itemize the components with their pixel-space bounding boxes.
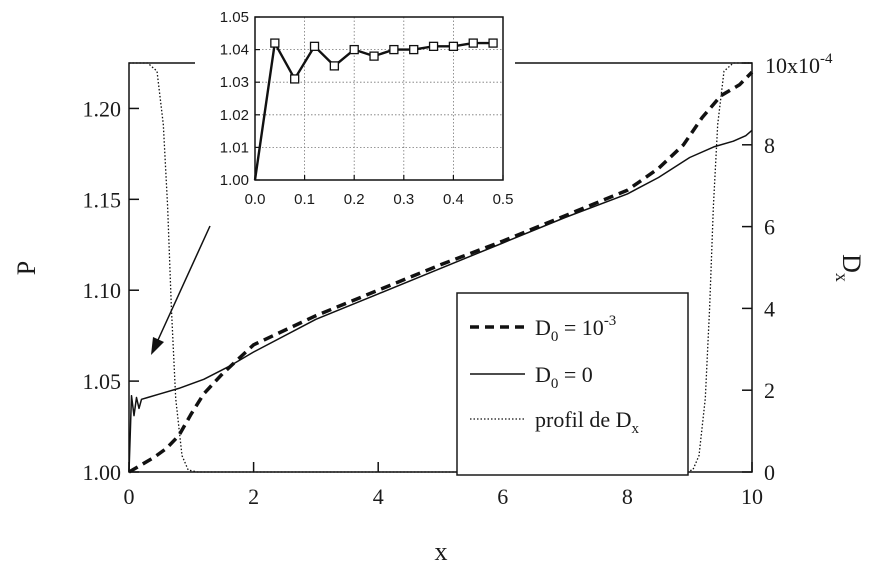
legend-box [456, 292, 689, 476]
y2-tick-top-base: 10x10 [765, 53, 820, 78]
inset-marker [329, 61, 340, 71]
y2-tick-top-exp: -4 [820, 51, 833, 67]
y2-axis-title-main: D [837, 254, 866, 273]
inset-marker [309, 41, 320, 51]
inset-x-tick-label: 0.3 [393, 191, 414, 208]
legend: D0 = 10-3 D0 = 0 profil de Dx [456, 292, 689, 476]
y-tick-label: 1.05 [83, 369, 122, 394]
x-axis-title: x [435, 537, 448, 566]
y2-tick-label: 8 [764, 133, 775, 158]
inset-marker [270, 38, 280, 48]
legend-label-solid-mid: = 0 [558, 362, 592, 387]
inset-marker [389, 44, 399, 55]
legend-label-solid: D0 = 0 [535, 362, 593, 392]
y-tick-label: 1.15 [83, 187, 122, 212]
x-tick-label: 6 [497, 484, 508, 509]
y2-tick-label: 0 [764, 460, 775, 485]
legend-entry-solid: D0 = 0 [470, 362, 593, 392]
y-tick-label: 1.20 [83, 96, 122, 121]
legend-label-dotted-sub: x [632, 421, 640, 437]
inset-x-tick-label: 0.1 [294, 191, 315, 208]
inset-frame [254, 16, 504, 181]
inset-marker [448, 41, 459, 51]
inset-x-tick-label: 0.2 [344, 191, 365, 208]
inset-x-tick-label: 0.0 [245, 191, 266, 208]
y2-tick-label: 2 [764, 378, 775, 403]
inset-marker [428, 41, 439, 51]
legend-label-dashed-pre: D [535, 315, 551, 340]
inset-y-tick-label: 1.01 [220, 139, 249, 156]
x-tick-label: 8 [622, 484, 633, 509]
legend-entry-dotted: profil de Dx [470, 407, 640, 437]
main-ticks: 0 2 4 6 8 10 1.00 1.05 1.10 1.15 1.20 0 2 4 6 8 [83, 62, 775, 509]
legend-label-dashed-mid: = 10 [558, 315, 603, 340]
inset-marker [369, 51, 379, 61]
y2-axis-title: Dx [832, 254, 866, 282]
y2-tick-top: 10x10-4 [765, 51, 833, 78]
inset-marker [468, 38, 478, 48]
x-tick-label: 4 [373, 484, 384, 509]
x-tick-label: 2 [248, 484, 259, 509]
inset-x-tick-label: 0.5 [493, 191, 514, 208]
legend-label-dotted-pre: profil de D [535, 407, 632, 432]
series-line-dashed [128, 70, 754, 474]
x-tick-label: 0 [124, 484, 135, 509]
series-line-dotted [129, 62, 752, 473]
x-tick-label: 10 [741, 484, 763, 509]
legend-label-solid-sub: 0 [551, 376, 559, 392]
y2-tick-label: 4 [764, 296, 775, 321]
inset-marker [409, 44, 419, 55]
inset-y-tick-label: 1.03 [220, 74, 249, 91]
inset-background [195, 5, 515, 223]
legend-label-dashed-sup: -3 [604, 313, 617, 329]
arrow-shaft [157, 225, 211, 341]
legend-entry-dashed: D0 = 10-3 [470, 313, 616, 345]
series-line-solid [128, 129, 753, 473]
legend-label-dashed: D0 = 10-3 [535, 313, 616, 345]
inset-plot: 0.0 0.1 0.2 0.3 0.4 0.5 1.00 1.01 1.02 1.03 1.04 1.… [195, 5, 515, 223]
inset-marker [488, 38, 498, 48]
inset-y-tick-label: 1.02 [220, 107, 249, 124]
inset-y-tick-label: 1.04 [220, 42, 249, 59]
y-axis-title: P [12, 261, 41, 275]
y2-tick-label: 6 [764, 215, 775, 240]
y-tick-label: 1.10 [83, 278, 122, 303]
inset-pointer-arrow [151, 225, 211, 355]
legend-label-dashed-sub: 0 [551, 329, 559, 345]
y-tick-label: 1.00 [83, 460, 122, 485]
legend-label-dotted: profil de Dx [535, 407, 640, 437]
inset-x-tick-label: 0.4 [443, 191, 464, 208]
inset-y-tick-label: 1.00 [220, 172, 249, 189]
y2-axis-title-sub: x [832, 273, 852, 282]
inset-marker [349, 44, 359, 55]
inset-marker [290, 74, 300, 84]
arrow-head [151, 337, 164, 355]
legend-label-solid-pre: D [535, 362, 551, 387]
inset-y-tick-label: 1.05 [220, 9, 249, 26]
